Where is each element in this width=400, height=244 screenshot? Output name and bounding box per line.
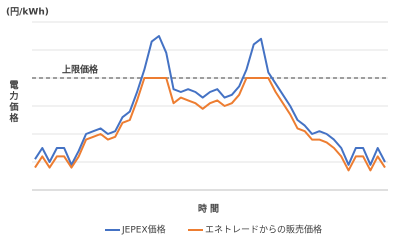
unit-label: (円/kWh) xyxy=(6,7,49,18)
y-axis-label: 電力価格 xyxy=(8,80,20,124)
legend-label: エネトレードからの販売価格 xyxy=(205,224,322,236)
series-line xyxy=(34,77,386,172)
series-line xyxy=(34,35,386,166)
x-axis-label: 時間 xyxy=(198,203,222,215)
legend-label: JEPEX価格 xyxy=(121,224,166,236)
annotation-label: 上限価格 xyxy=(62,64,99,76)
